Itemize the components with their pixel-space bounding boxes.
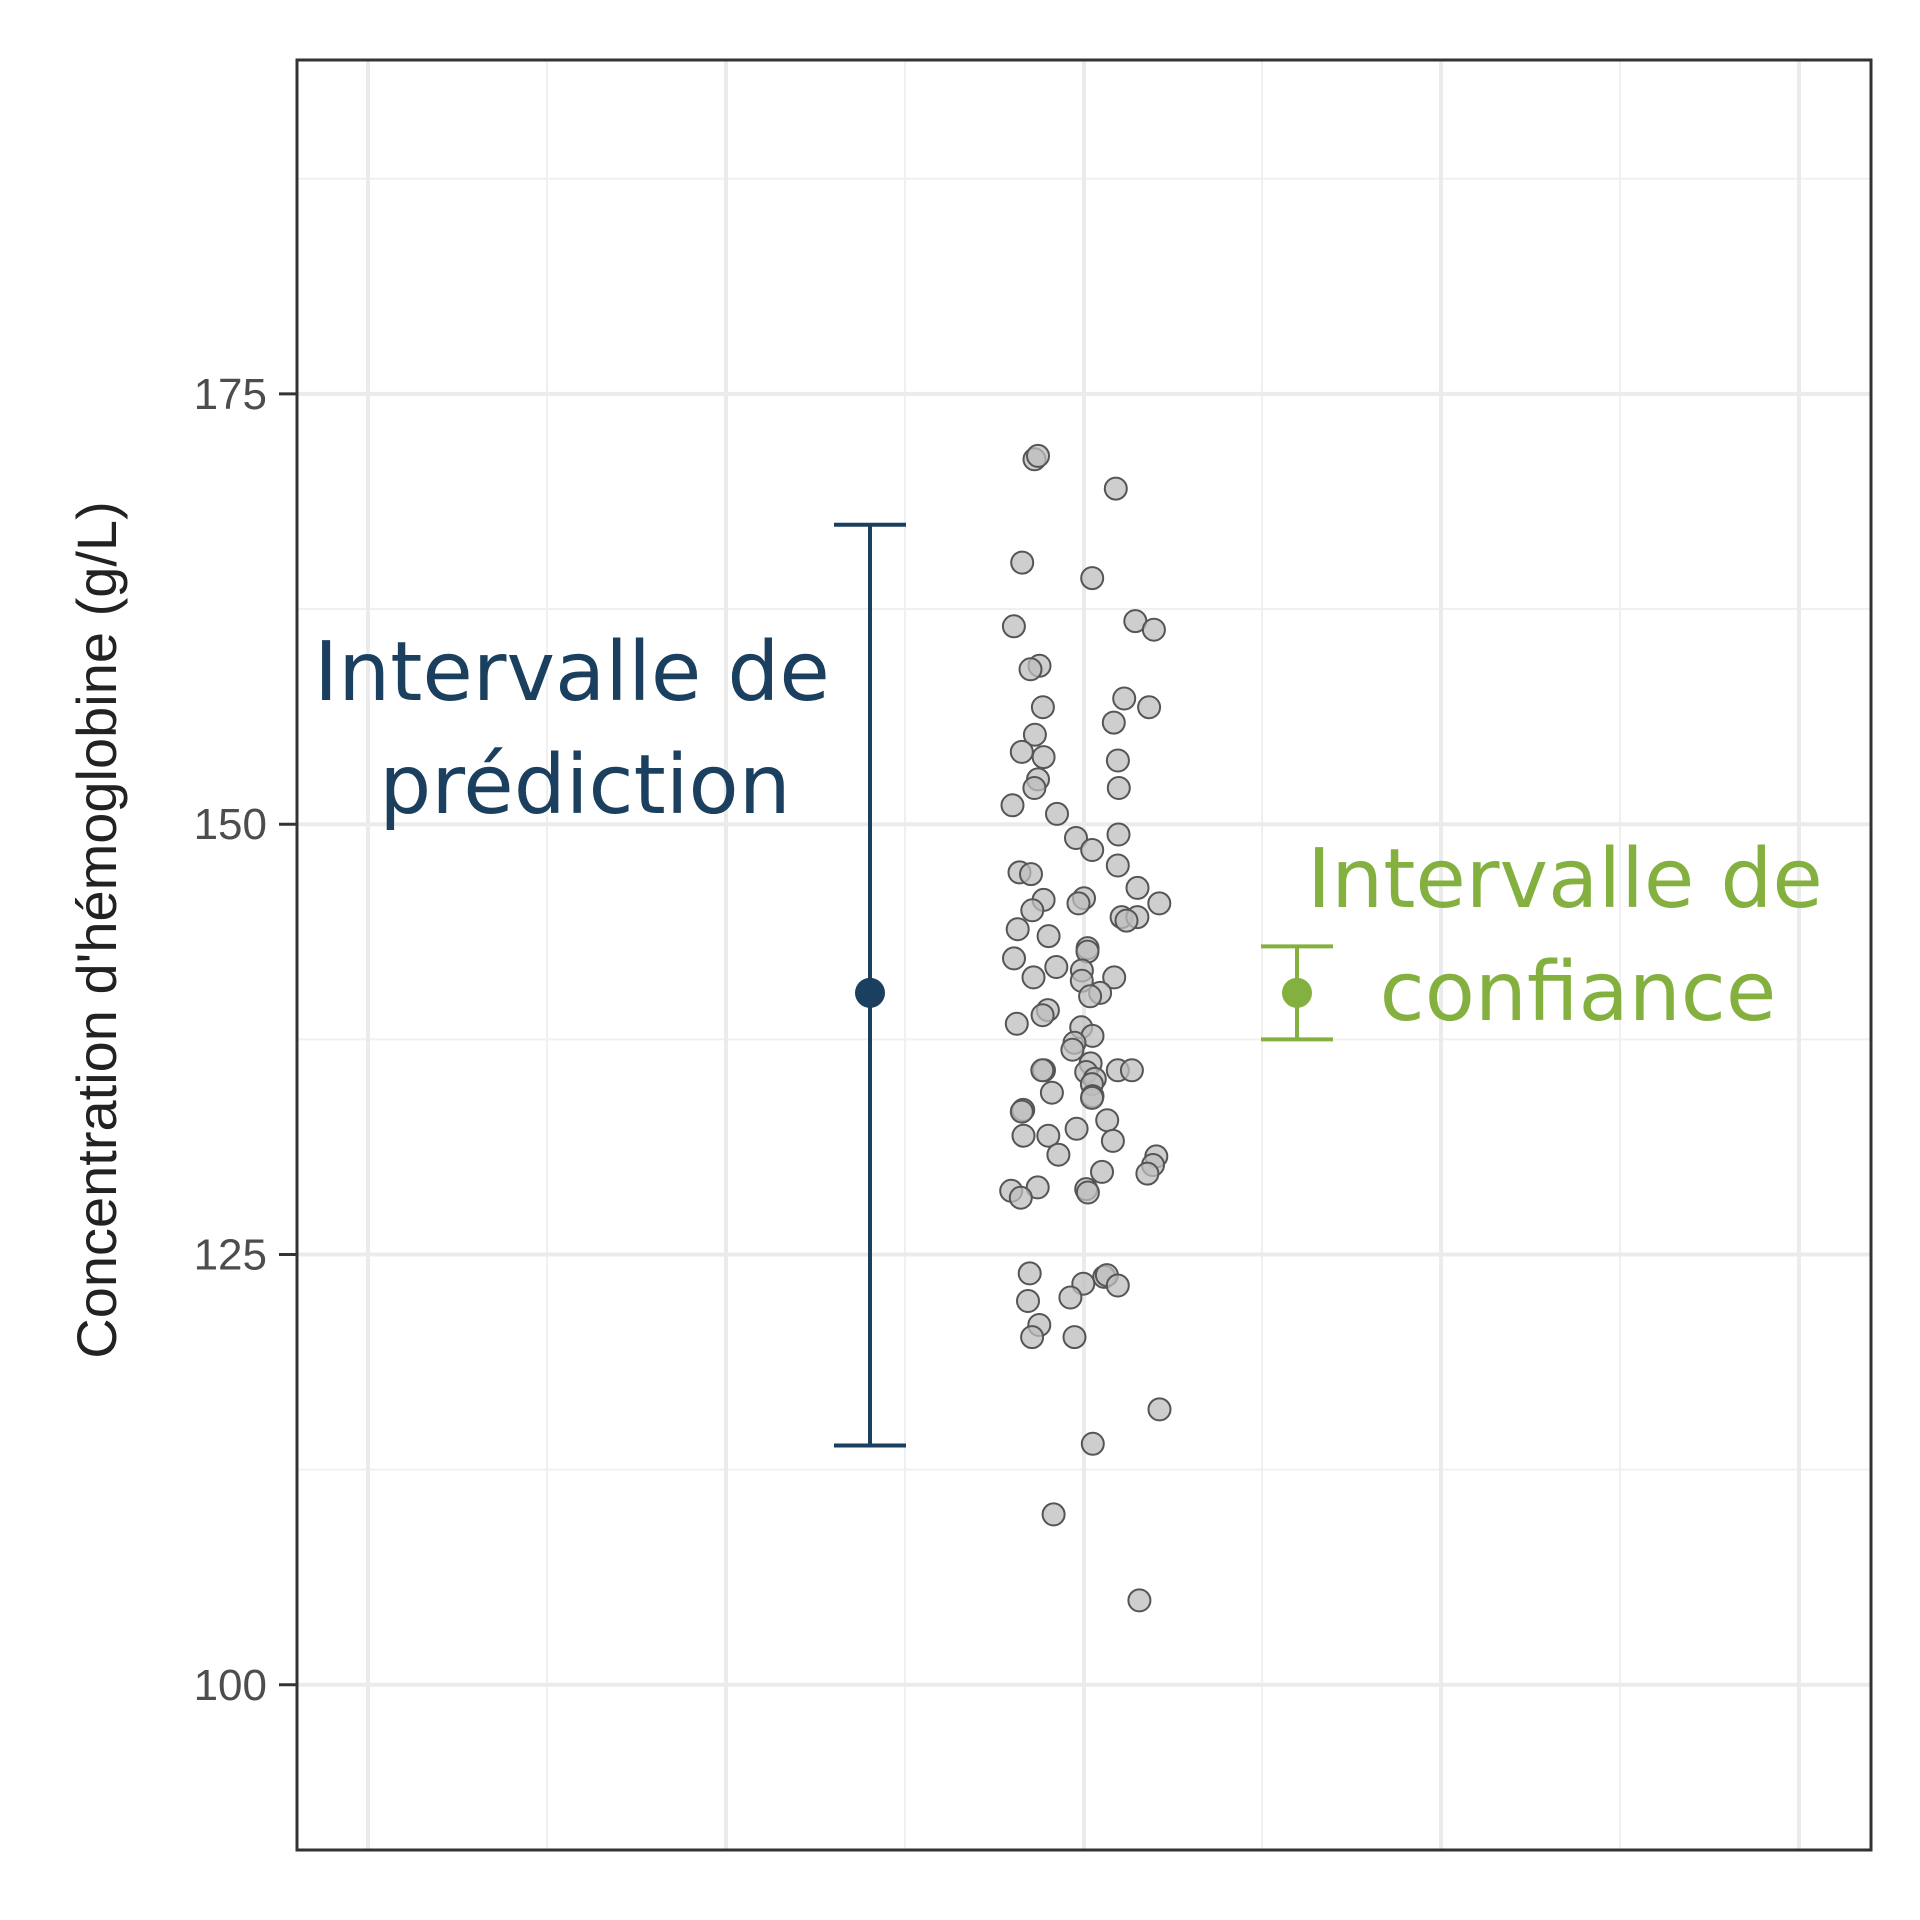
data-point	[1100, 1128, 1125, 1153]
data-point	[1020, 1325, 1045, 1350]
data-point	[1022, 776, 1047, 800]
data-point	[1066, 891, 1091, 916]
prediction-annotation-line-1: Intervalle de	[314, 625, 830, 720]
data-point	[1075, 1180, 1100, 1205]
data-point	[1017, 1261, 1042, 1286]
confidence-annotation-line-1: Intervalle de	[1307, 832, 1823, 927]
data-point	[1026, 443, 1050, 468]
data-point	[1020, 898, 1045, 923]
data-point	[1046, 1142, 1071, 1167]
data-point	[1060, 1037, 1085, 1062]
data-point	[1062, 1325, 1087, 1350]
data-point	[1041, 1502, 1066, 1527]
confidence-interval-center	[1282, 977, 1312, 1008]
data-point	[1080, 566, 1105, 591]
y-tick-label: 150	[194, 800, 267, 849]
data-point	[1018, 657, 1043, 682]
data-point	[1005, 917, 1030, 942]
data-point	[1141, 617, 1166, 642]
data-point	[1004, 1011, 1029, 1036]
data-point	[1036, 924, 1061, 949]
y-tick-label: 100	[194, 1661, 267, 1710]
data-point	[1009, 1099, 1034, 1124]
prediction-annotation-line-2: prédiction	[379, 738, 790, 833]
data-point	[1102, 965, 1127, 990]
data-point	[1114, 908, 1139, 933]
data-points	[999, 443, 1172, 1613]
data-point	[1011, 1123, 1036, 1148]
data-point	[1016, 1289, 1040, 1313]
data-point	[1030, 695, 1055, 720]
data-point	[1135, 1161, 1160, 1186]
data-point	[1064, 1116, 1089, 1141]
data-point	[1119, 1058, 1144, 1083]
data-point	[1078, 984, 1103, 1009]
data-point	[1039, 1080, 1064, 1105]
data-point	[1008, 1185, 1033, 1210]
prediction-interval-center	[855, 977, 885, 1008]
data-point	[1101, 710, 1126, 735]
y-tick-label: 125	[194, 1230, 267, 1279]
data-point	[1080, 838, 1105, 862]
data-point	[1030, 1003, 1055, 1028]
prediction-annotation: Intervalle de prédiction	[314, 625, 856, 833]
data-point	[1105, 748, 1130, 773]
data-point	[1080, 1431, 1105, 1456]
data-point	[1112, 686, 1137, 711]
data-point	[1045, 801, 1069, 826]
data-point	[1001, 614, 1026, 639]
plot-border	[295, 58, 1873, 1852]
data-point	[1137, 695, 1162, 720]
data-point	[1009, 739, 1034, 764]
y-axis: 100 125 150 175	[194, 370, 297, 1710]
data-point	[1106, 822, 1131, 847]
confidence-annotation-line-2: confiance	[1380, 945, 1777, 1040]
data-point	[1064, 826, 1088, 850]
data-point	[1147, 891, 1172, 916]
confidence-annotation: Intervalle de confiance	[1307, 832, 1849, 1040]
data-point	[1044, 955, 1069, 979]
data-point	[1036, 1123, 1061, 1148]
data-point	[1030, 1058, 1055, 1083]
data-point	[1095, 1108, 1120, 1133]
data-point	[1022, 722, 1047, 747]
data-point	[1002, 946, 1026, 971]
data-point	[1105, 1273, 1130, 1298]
data-point	[1021, 965, 1046, 990]
data-point	[1127, 1588, 1152, 1613]
data-point	[1010, 550, 1035, 575]
data-point	[1080, 1085, 1104, 1110]
data-point	[1031, 745, 1056, 770]
data-point	[1103, 476, 1128, 501]
intervals	[834, 522, 1333, 1448]
data-point	[1058, 1285, 1083, 1310]
data-point	[1019, 862, 1043, 887]
data-point	[1125, 875, 1150, 900]
data-point	[1106, 776, 1131, 800]
data-point	[1090, 1159, 1114, 1184]
y-axis-title: Concentration d'hémoglobine (g/L)	[65, 501, 128, 1358]
data-point	[1147, 1397, 1172, 1422]
data-point	[1105, 853, 1130, 878]
data-point	[1000, 793, 1025, 818]
y-tick-label: 175	[194, 370, 267, 419]
